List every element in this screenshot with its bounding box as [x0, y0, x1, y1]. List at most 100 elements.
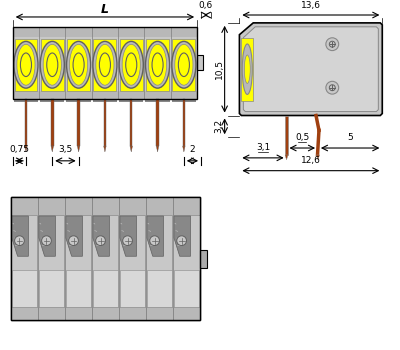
FancyBboxPatch shape — [38, 215, 64, 307]
FancyBboxPatch shape — [11, 197, 200, 321]
Polygon shape — [172, 99, 196, 102]
Text: 3,5: 3,5 — [58, 145, 72, 154]
Polygon shape — [285, 155, 288, 160]
FancyBboxPatch shape — [11, 307, 200, 321]
Polygon shape — [130, 146, 132, 152]
Polygon shape — [316, 155, 320, 160]
Ellipse shape — [17, 44, 35, 85]
Circle shape — [326, 81, 339, 94]
Polygon shape — [14, 99, 38, 102]
Text: 0,5: 0,5 — [295, 133, 309, 142]
FancyBboxPatch shape — [11, 197, 200, 215]
FancyBboxPatch shape — [197, 55, 203, 70]
FancyBboxPatch shape — [25, 99, 27, 146]
FancyBboxPatch shape — [200, 250, 207, 268]
FancyBboxPatch shape — [104, 99, 106, 146]
Polygon shape — [174, 216, 190, 256]
Polygon shape — [77, 146, 80, 152]
Polygon shape — [147, 216, 164, 256]
FancyBboxPatch shape — [92, 215, 118, 307]
Circle shape — [123, 236, 132, 246]
Polygon shape — [145, 99, 170, 102]
FancyBboxPatch shape — [94, 38, 116, 91]
Circle shape — [326, 38, 339, 51]
FancyBboxPatch shape — [67, 38, 90, 91]
Circle shape — [69, 236, 78, 246]
Text: 5: 5 — [347, 133, 353, 142]
Polygon shape — [119, 99, 144, 102]
FancyBboxPatch shape — [285, 116, 288, 155]
FancyBboxPatch shape — [172, 38, 195, 91]
Ellipse shape — [119, 41, 143, 88]
FancyBboxPatch shape — [120, 270, 145, 307]
FancyBboxPatch shape — [174, 270, 199, 307]
Ellipse shape — [175, 44, 193, 85]
Polygon shape — [93, 99, 117, 102]
FancyBboxPatch shape — [120, 38, 143, 91]
Ellipse shape — [242, 44, 252, 94]
Text: 10,5: 10,5 — [215, 59, 224, 79]
FancyBboxPatch shape — [174, 215, 200, 307]
FancyBboxPatch shape — [11, 215, 37, 307]
Polygon shape — [104, 146, 106, 152]
Ellipse shape — [14, 41, 38, 88]
Polygon shape — [12, 216, 28, 256]
Circle shape — [150, 236, 160, 246]
Ellipse shape — [244, 55, 250, 83]
FancyBboxPatch shape — [13, 27, 197, 37]
FancyBboxPatch shape — [39, 270, 64, 307]
Ellipse shape — [96, 44, 114, 85]
Ellipse shape — [93, 41, 117, 88]
Circle shape — [42, 236, 51, 246]
FancyBboxPatch shape — [12, 270, 37, 307]
Ellipse shape — [40, 41, 64, 88]
FancyBboxPatch shape — [13, 91, 197, 99]
Polygon shape — [243, 27, 378, 112]
Ellipse shape — [146, 41, 170, 88]
Polygon shape — [93, 216, 110, 256]
Text: 13,6: 13,6 — [301, 1, 321, 10]
Polygon shape — [40, 99, 64, 102]
FancyBboxPatch shape — [13, 27, 197, 99]
FancyBboxPatch shape — [130, 99, 132, 146]
Text: 0,6: 0,6 — [199, 1, 213, 10]
Polygon shape — [183, 146, 185, 152]
Text: 3,2: 3,2 — [215, 119, 224, 133]
Text: 0,75: 0,75 — [9, 145, 29, 154]
Text: 3,1: 3,1 — [256, 143, 270, 152]
FancyBboxPatch shape — [65, 215, 92, 307]
FancyBboxPatch shape — [183, 99, 185, 146]
FancyBboxPatch shape — [51, 99, 54, 146]
FancyBboxPatch shape — [120, 215, 146, 307]
Polygon shape — [25, 146, 27, 152]
Circle shape — [177, 236, 186, 246]
Polygon shape — [156, 146, 159, 152]
Ellipse shape — [43, 44, 61, 85]
FancyBboxPatch shape — [14, 38, 37, 91]
FancyBboxPatch shape — [156, 99, 159, 146]
FancyBboxPatch shape — [41, 38, 64, 91]
Circle shape — [15, 236, 24, 246]
FancyBboxPatch shape — [66, 270, 91, 307]
Text: 2: 2 — [190, 145, 195, 154]
Polygon shape — [66, 99, 91, 102]
Polygon shape — [39, 216, 56, 256]
FancyBboxPatch shape — [93, 270, 118, 307]
Ellipse shape — [122, 44, 140, 85]
Ellipse shape — [148, 44, 167, 85]
Polygon shape — [66, 216, 82, 256]
FancyBboxPatch shape — [146, 38, 169, 91]
Ellipse shape — [172, 41, 196, 88]
Text: L: L — [101, 3, 109, 16]
Circle shape — [96, 236, 106, 246]
FancyBboxPatch shape — [241, 38, 253, 101]
Ellipse shape — [66, 41, 91, 88]
Polygon shape — [240, 23, 382, 116]
FancyBboxPatch shape — [147, 270, 172, 307]
Polygon shape — [120, 216, 136, 256]
FancyBboxPatch shape — [146, 215, 172, 307]
Ellipse shape — [70, 44, 88, 85]
Text: 12,6: 12,6 — [301, 156, 321, 165]
Polygon shape — [51, 146, 54, 152]
FancyBboxPatch shape — [77, 99, 80, 146]
